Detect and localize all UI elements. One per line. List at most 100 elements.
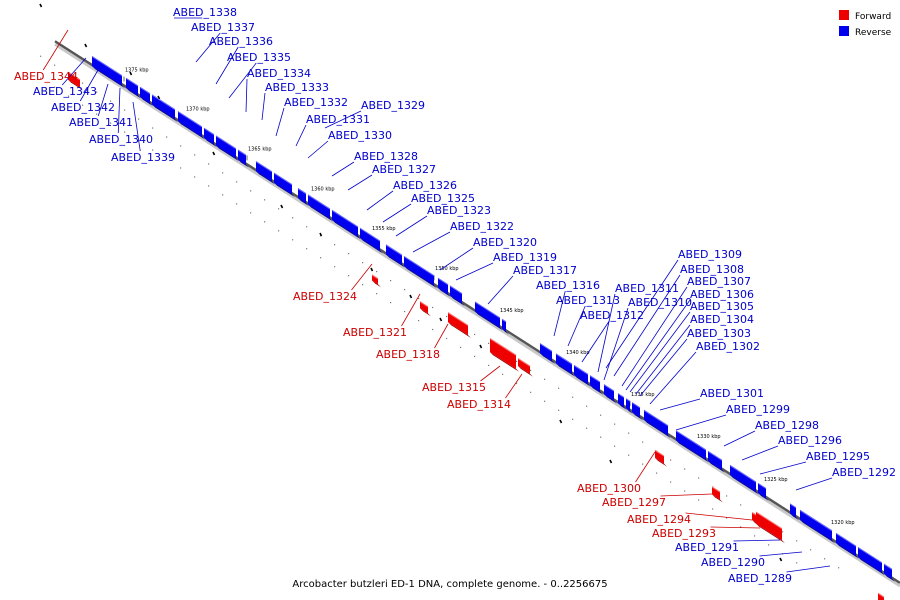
kbp-label: 1335 kbp bbox=[631, 392, 655, 398]
gene-label: ABED_1338 bbox=[173, 6, 237, 19]
gene-label: ABED_1299 bbox=[726, 403, 790, 416]
gene-label: ABED_1328 bbox=[354, 150, 418, 163]
position-marker bbox=[319, 232, 323, 237]
position-dot bbox=[488, 364, 490, 367]
reverse-gene-glyph bbox=[151, 94, 178, 123]
label-leader-line bbox=[603, 307, 629, 381]
label-leader-line bbox=[741, 445, 779, 461]
gene-label: ABED_1342 bbox=[51, 101, 115, 114]
position-marker bbox=[157, 95, 161, 100]
position-dot bbox=[754, 535, 756, 537]
label-leader-line bbox=[685, 512, 753, 521]
position-dot bbox=[432, 328, 434, 331]
position-dot bbox=[460, 346, 462, 349]
label-leader-line bbox=[97, 83, 109, 117]
position-dot bbox=[96, 91, 98, 93]
gene-label: ABED_1305 bbox=[690, 300, 754, 313]
position-dot bbox=[180, 145, 182, 147]
reverse-gene-glyph bbox=[799, 509, 835, 544]
position-dot bbox=[796, 562, 798, 564]
position-dot bbox=[446, 315, 448, 318]
label-leader-line bbox=[331, 161, 355, 177]
position-dot bbox=[348, 253, 350, 255]
reverse-gene-glyph bbox=[539, 343, 555, 364]
position-dot bbox=[222, 172, 224, 174]
backbone-shadow bbox=[54, 42, 900, 588]
label-leader-line bbox=[61, 57, 87, 86]
gene-label: ABED_1336 bbox=[209, 35, 273, 48]
reverse-gene-glyph bbox=[729, 464, 759, 495]
position-dot bbox=[586, 427, 588, 429]
label-leader-line bbox=[795, 477, 833, 491]
label-leader-line bbox=[261, 92, 266, 121]
reverse-gene-glyph bbox=[203, 127, 217, 148]
position-dot bbox=[446, 337, 448, 340]
position-dot bbox=[54, 86, 56, 88]
reverse-gene-glyph bbox=[631, 402, 643, 421]
label-leader-line bbox=[759, 461, 807, 475]
reverse-gene-glyph bbox=[125, 77, 141, 99]
gene-label: ABED_1318 bbox=[376, 348, 440, 361]
reverse-gene-glyph bbox=[331, 209, 361, 240]
reverse-gene-glyph bbox=[757, 482, 769, 502]
label-leader-line bbox=[635, 451, 656, 483]
label-leader-line bbox=[245, 78, 248, 113]
position-dot bbox=[166, 158, 168, 160]
position-dot bbox=[628, 432, 630, 434]
position-dot bbox=[726, 495, 728, 497]
position-dot bbox=[292, 217, 294, 219]
position-dot bbox=[530, 391, 532, 393]
position-dot bbox=[558, 387, 560, 389]
position-dot bbox=[670, 481, 672, 483]
position-dot bbox=[656, 472, 658, 474]
gene-label: ABED_1300 bbox=[577, 482, 641, 495]
position-dot bbox=[670, 459, 672, 461]
kbp-label: 1345 kbp bbox=[500, 308, 524, 314]
position-dot bbox=[768, 544, 770, 546]
reverse-gene-glyph bbox=[835, 532, 859, 559]
gene-label: ABED_1301 bbox=[700, 387, 764, 400]
position-dot bbox=[600, 414, 602, 416]
reverse-gene-glyph bbox=[675, 430, 709, 463]
position-dot bbox=[68, 95, 70, 97]
label-leader-line bbox=[659, 398, 701, 411]
position-dot bbox=[278, 230, 280, 232]
label-leader-line bbox=[480, 365, 501, 382]
gene-label: ABED_1312 bbox=[580, 309, 644, 322]
position-dot bbox=[362, 284, 364, 286]
gene-label: ABED_1341 bbox=[69, 116, 133, 129]
position-dot bbox=[124, 109, 126, 111]
gene-label: ABED_1343 bbox=[33, 85, 97, 98]
kbp-label: 1375 kbp bbox=[125, 67, 149, 73]
position-dot bbox=[180, 167, 182, 169]
reverse-gene-glyph bbox=[255, 161, 275, 185]
kbp-label: 1330 kbp bbox=[697, 434, 721, 440]
reverse-gene-glyph bbox=[403, 255, 437, 289]
label-leader-line bbox=[455, 262, 494, 281]
legend-forward-label: Forward bbox=[855, 12, 891, 22]
position-dot bbox=[320, 257, 322, 259]
position-dot bbox=[614, 423, 616, 425]
gene-label: ABED_1330 bbox=[328, 129, 392, 142]
gene-label: ABED_1315 bbox=[422, 381, 486, 394]
position-dot bbox=[642, 441, 644, 443]
kbp-scale: 1375 kbp 1370 kbp 1365 kbp 1360 kbp 1355 kbp… bbox=[123, 67, 855, 535]
position-dot bbox=[418, 297, 420, 300]
label-leader-line bbox=[366, 190, 394, 211]
position-marker bbox=[129, 71, 133, 76]
gene-label: ABED_1320 bbox=[473, 236, 537, 249]
position-marker bbox=[39, 3, 43, 8]
label-leader-line bbox=[347, 174, 373, 191]
position-dot bbox=[628, 454, 630, 456]
gene-label: ABED_1314 bbox=[447, 398, 511, 411]
gene-label: ABED_1296 bbox=[778, 434, 842, 447]
gene-label: ABED_1334 bbox=[247, 67, 311, 80]
reverse-gene-glyph bbox=[573, 364, 591, 387]
gene-label: ABED_1311 bbox=[615, 282, 679, 295]
forward-gene-glyph bbox=[419, 301, 431, 317]
position-dot bbox=[236, 203, 238, 205]
position-dot bbox=[54, 64, 56, 66]
reverse-gene-glyph bbox=[789, 503, 799, 521]
gene-label: ABED_1337 bbox=[191, 21, 255, 34]
gene-label: ABED_1303 bbox=[687, 327, 751, 340]
